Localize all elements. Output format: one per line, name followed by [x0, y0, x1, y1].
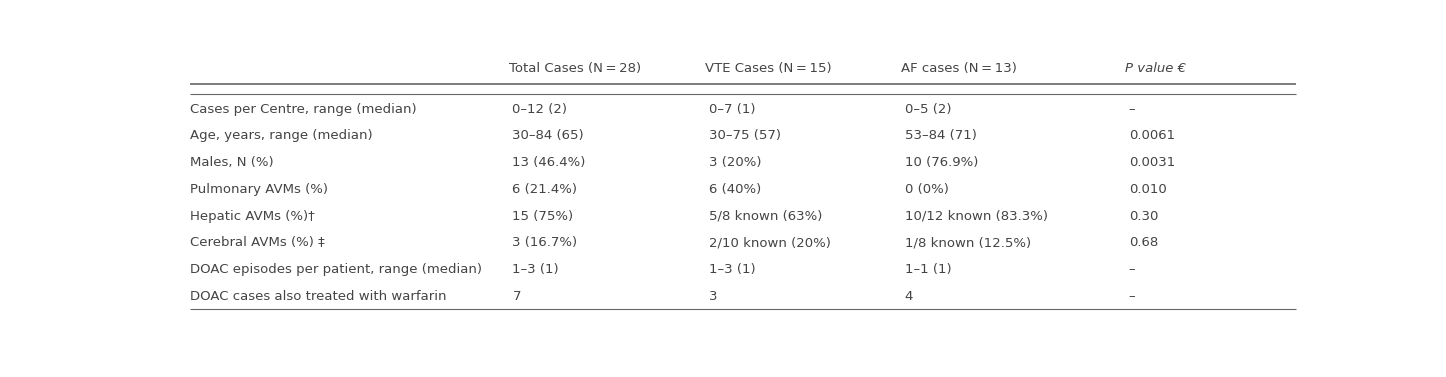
Text: –: – — [1129, 263, 1135, 276]
Text: 10 (76.9%): 10 (76.9%) — [905, 156, 977, 169]
Text: 1–1 (1): 1–1 (1) — [905, 263, 951, 276]
Text: Males, N (%): Males, N (%) — [189, 156, 273, 169]
Text: 0.30: 0.30 — [1129, 210, 1158, 222]
Text: 1–3 (1): 1–3 (1) — [709, 263, 755, 276]
Text: 3: 3 — [709, 290, 717, 303]
Text: 0.68: 0.68 — [1129, 236, 1158, 249]
Text: 13 (46.4%): 13 (46.4%) — [512, 156, 586, 169]
Text: 0–7 (1): 0–7 (1) — [709, 103, 755, 116]
Text: 0.010: 0.010 — [1129, 183, 1167, 196]
Text: 53–84 (71): 53–84 (71) — [905, 129, 976, 143]
Text: 3 (16.7%): 3 (16.7%) — [512, 236, 577, 249]
Text: DOAC episodes per patient, range (median): DOAC episodes per patient, range (median… — [189, 263, 482, 276]
Text: 10/12 known (83.3%): 10/12 known (83.3%) — [905, 210, 1048, 222]
Text: Cerebral AVMs (%) ‡: Cerebral AVMs (%) ‡ — [189, 236, 324, 249]
Text: 0.0061: 0.0061 — [1129, 129, 1176, 143]
Text: 30–84 (65): 30–84 (65) — [512, 129, 584, 143]
Text: 30–75 (57): 30–75 (57) — [709, 129, 781, 143]
Text: 0–12 (2): 0–12 (2) — [512, 103, 567, 116]
Text: 1–3 (1): 1–3 (1) — [512, 263, 560, 276]
Text: 15 (75%): 15 (75%) — [512, 210, 574, 222]
Text: 2/10 known (20%): 2/10 known (20%) — [709, 236, 830, 249]
Text: Age, years, range (median): Age, years, range (median) — [189, 129, 372, 143]
Text: 0–5 (2): 0–5 (2) — [905, 103, 951, 116]
Text: –: – — [1129, 103, 1135, 116]
Text: 6 (40%): 6 (40%) — [709, 183, 761, 196]
Text: Hepatic AVMs (%)†: Hepatic AVMs (%)† — [189, 210, 314, 222]
Text: VTE Cases (N = 15): VTE Cases (N = 15) — [706, 62, 831, 75]
Text: Pulmonary AVMs (%): Pulmonary AVMs (%) — [189, 183, 328, 196]
Text: Total Cases (N = 28): Total Cases (N = 28) — [509, 62, 641, 75]
Text: Cases per Centre, range (median): Cases per Centre, range (median) — [189, 103, 416, 116]
Text: 6 (21.4%): 6 (21.4%) — [512, 183, 577, 196]
Text: 1/8 known (12.5%): 1/8 known (12.5%) — [905, 236, 1031, 249]
Text: P value €: P value € — [1125, 62, 1187, 75]
Text: 0 (0%): 0 (0%) — [905, 183, 949, 196]
Text: 4: 4 — [905, 290, 912, 303]
Text: 5/8 known (63%): 5/8 known (63%) — [709, 210, 821, 222]
Text: 7: 7 — [512, 290, 521, 303]
Text: AF cases (N = 13): AF cases (N = 13) — [901, 62, 1017, 75]
Text: DOAC cases also treated with warfarin: DOAC cases also treated with warfarin — [189, 290, 447, 303]
Text: 3 (20%): 3 (20%) — [709, 156, 761, 169]
Text: –: – — [1129, 290, 1135, 303]
Text: 0.0031: 0.0031 — [1129, 156, 1176, 169]
